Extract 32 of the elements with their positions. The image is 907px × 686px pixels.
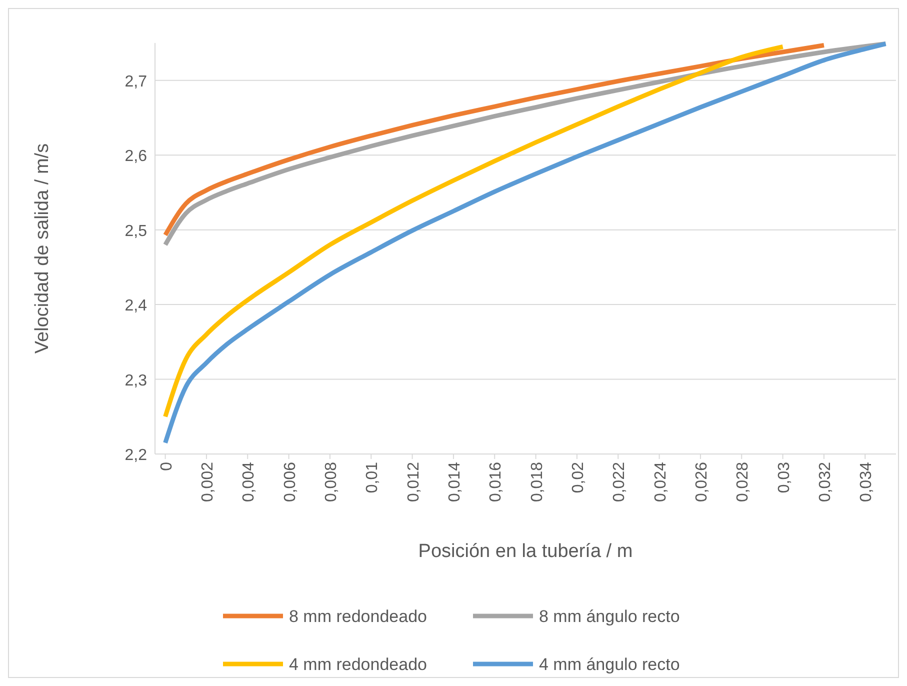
- x-tick-label: 0,01: [364, 462, 382, 494]
- x-tick-label: 0,022: [611, 462, 628, 502]
- y-axis-title: Velocidad de salida / m/s: [32, 143, 53, 354]
- x-tick-label: 0,03: [776, 462, 793, 494]
- x-tick-label: 0,014: [446, 462, 464, 502]
- line-series: [163, 44, 786, 419]
- x-tick-label: 0,028: [734, 462, 752, 502]
- x-tick-label: 0,024: [652, 462, 670, 502]
- x-tick-label: 0,012: [405, 462, 422, 502]
- x-tick-label: 0,018: [528, 462, 546, 502]
- y-tick-label: 2,7: [124, 73, 148, 90]
- y-tick-label: 2,3: [124, 372, 148, 390]
- x-tick-label: 0,016: [488, 462, 505, 502]
- line-series: [163, 41, 888, 446]
- x-tick-label: 0: [158, 462, 176, 471]
- x-tick-label: 0,002: [199, 462, 216, 502]
- y-tick-label: 2,6: [124, 148, 148, 166]
- x-tick-label: 0,008: [322, 462, 340, 502]
- x-tick-label: 0,026: [693, 462, 710, 502]
- x-tick-label: 0,032: [816, 462, 834, 502]
- x-tick-label: 0,004: [240, 462, 258, 502]
- legend-label: 4 mm redondeado: [289, 655, 427, 674]
- y-tick-label: 2,5: [124, 222, 148, 240]
- y-tick-label: 2,4: [124, 298, 148, 315]
- x-tick-label: 0,006: [282, 462, 299, 502]
- x-tick-label: 0,034: [858, 462, 876, 502]
- legend-label: 4 mm ángulo recto: [539, 655, 680, 674]
- x-axis-title: Posición en la tubería / m: [418, 541, 633, 562]
- y-tick-label: 2,2: [124, 447, 148, 464]
- legend-label: 8 mm ángulo recto: [539, 607, 680, 626]
- x-tick-label: 0,02: [570, 462, 587, 494]
- legend-label: 8 mm redondeado: [289, 607, 427, 626]
